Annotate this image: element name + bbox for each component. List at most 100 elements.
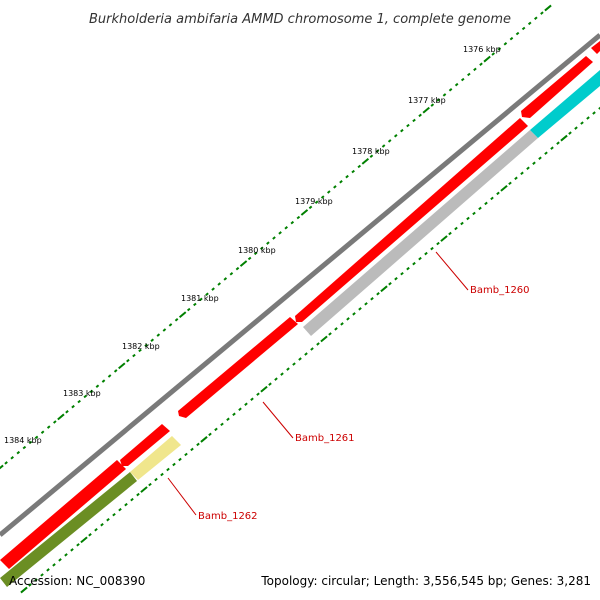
minor-tick	[388, 281, 392, 286]
major-tick	[440, 235, 448, 242]
minor-tick	[220, 422, 224, 427]
gene-feature-yellow[interactable]	[130, 436, 181, 480]
minor-tick	[256, 392, 260, 396]
minor-tick	[76, 543, 80, 547]
minor-tick	[156, 333, 161, 337]
scale-ticks-inner	[20, 106, 600, 594]
minor-tick	[172, 462, 176, 467]
minor-tick	[166, 467, 170, 472]
minor-tick	[460, 77, 465, 82]
gene-feature-cyan[interactable]	[530, 70, 600, 138]
minor-tick	[83, 394, 88, 399]
minor-tick	[346, 317, 350, 321]
gene-label-bamb-1262[interactable]: Bamb_1262	[198, 511, 258, 522]
major-tick	[118, 362, 126, 370]
minor-tick	[520, 171, 524, 176]
minor-tick	[310, 347, 314, 351]
minor-tick	[100, 522, 104, 527]
minor-tick	[418, 113, 422, 118]
major-tick	[483, 55, 491, 63]
minor-tick	[138, 348, 142, 353]
minor-tick	[174, 318, 179, 322]
topology-text: Topology: circular; Length: 3,556,545 bp…	[261, 574, 591, 588]
minor-tick	[532, 161, 536, 165]
minor-tick	[106, 517, 110, 522]
gene-cds-bamb-1262-strand[interactable]	[0, 460, 126, 569]
scale-label: 1379 kbp	[295, 197, 333, 206]
minor-tick	[467, 72, 471, 77]
callout-line-bamb-1260	[435, 251, 469, 291]
minor-tick	[544, 151, 548, 155]
minor-tick	[400, 128, 404, 133]
major-tick	[260, 385, 268, 393]
minor-tick	[298, 357, 302, 361]
minor-tick	[424, 251, 428, 256]
minor-tick	[16, 450, 21, 455]
minor-tick	[118, 507, 122, 512]
minor-tick	[101, 379, 106, 383]
minor-tick	[369, 154, 374, 158]
minor-tick	[334, 327, 338, 331]
gene-cds-upper[interactable]	[521, 56, 593, 118]
minor-tick	[550, 146, 554, 150]
gene-feature-olive[interactable]	[0, 472, 137, 587]
callout-line-bamb-1261	[262, 401, 294, 439]
minor-tick	[71, 404, 75, 409]
minor-tick	[214, 427, 218, 432]
major-tick	[239, 260, 248, 267]
minor-tick	[292, 362, 296, 366]
major-tick	[20, 586, 28, 594]
minor-tick	[327, 190, 331, 194]
minor-tick	[250, 397, 254, 401]
minor-tick	[418, 256, 422, 261]
minor-tick	[460, 221, 464, 226]
minor-tick	[316, 342, 320, 346]
gene-feature-gray[interactable]	[303, 130, 538, 336]
scale-label: 1381 kbp	[181, 294, 219, 303]
minor-tick	[478, 206, 482, 211]
minor-tick	[95, 384, 100, 388]
minor-tick	[472, 211, 476, 216]
minor-tick	[556, 141, 560, 145]
gene-cds-short[interactable]	[120, 424, 170, 466]
major-tick	[560, 134, 568, 142]
major-tick	[300, 209, 309, 216]
minor-tick	[211, 287, 215, 291]
minor-tick	[496, 191, 500, 196]
minor-tick	[430, 246, 434, 251]
major-tick	[178, 311, 187, 319]
minor-tick	[196, 442, 200, 447]
minor-tick	[94, 528, 98, 532]
minor-tick	[274, 377, 278, 381]
minor-tick	[136, 492, 140, 497]
minor-tick	[154, 477, 158, 482]
minor-tick	[124, 502, 128, 507]
minor-tick	[406, 123, 410, 128]
gene-label-bamb-1261[interactable]: Bamb_1261	[295, 433, 355, 444]
minor-tick	[454, 82, 459, 87]
minor-tick	[534, 16, 538, 20]
major-tick	[140, 486, 148, 493]
minor-tick	[238, 407, 242, 411]
minor-tick	[521, 26, 526, 31]
scale-label: 1384 kbp	[4, 436, 42, 445]
scale-ticks-outer	[0, 4, 552, 470]
minor-tick	[308, 205, 313, 210]
minor-tick	[412, 118, 416, 123]
gene-cds-edge[interactable]	[591, 41, 600, 54]
gene-label-bamb-1260[interactable]: Bamb_1260	[470, 285, 530, 296]
gene-cds-bamb-1260[interactable]	[295, 118, 528, 322]
minor-tick	[280, 372, 284, 376]
minor-tick	[526, 166, 530, 170]
minor-tick	[376, 292, 380, 296]
minor-tick	[358, 307, 362, 311]
scale-label: 1376 kbp	[463, 45, 501, 54]
minor-tick	[491, 52, 495, 56]
minor-tick	[290, 220, 295, 225]
minor-tick	[430, 103, 435, 107]
minor-tick	[497, 47, 502, 51]
minor-tick	[473, 67, 477, 72]
gene-cds-bamb-1261[interactable]	[178, 317, 298, 418]
minor-tick	[226, 417, 230, 422]
